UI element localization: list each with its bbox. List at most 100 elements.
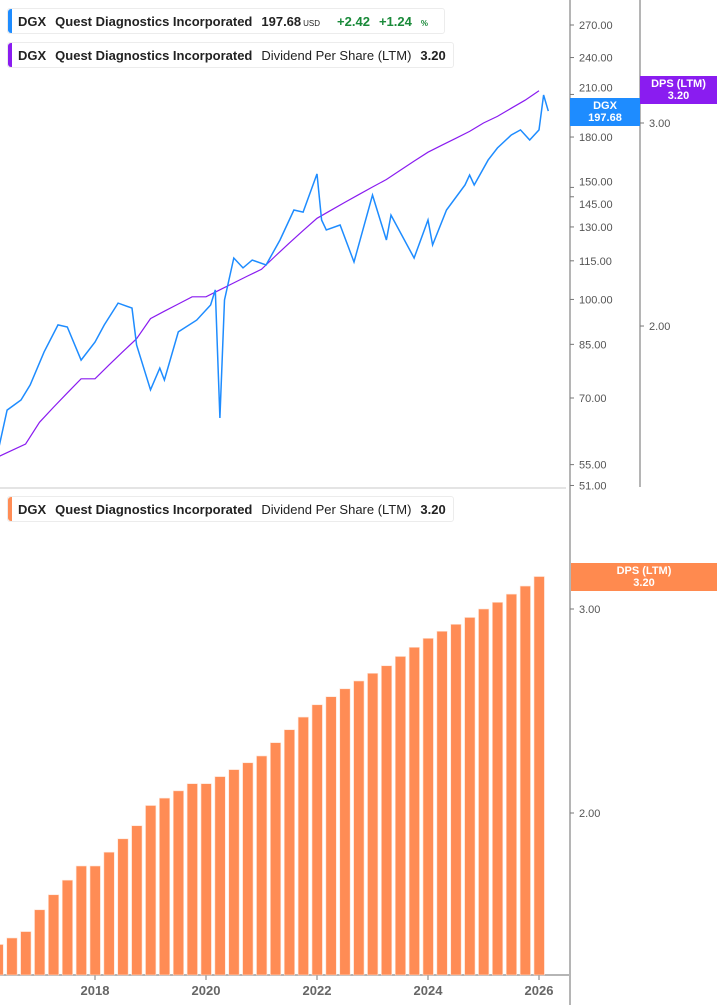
price-tick-label: 150.00 (579, 176, 613, 188)
legend-price: 197.68 (261, 13, 302, 29)
legend-company: Quest Diagnostics Incorporated (55, 501, 253, 517)
price-tick-label: 270.00 (579, 20, 613, 32)
dps-bar (381, 665, 393, 976)
dps-bar (34, 909, 46, 976)
dps-bar (450, 624, 462, 976)
price-tick-label: 70.00 (579, 393, 607, 405)
dps-tag-label: DPS (LTM) (616, 565, 672, 577)
dps-bar (75, 865, 87, 976)
dps-bar (6, 937, 18, 976)
dps-legend-top[interactable]: DGX Quest Diagnostics Incorporated Divid… (7, 42, 454, 68)
price-tick-label: 210.00 (579, 82, 613, 94)
legend-currency: USD (303, 18, 321, 28)
legend-company: Quest Diagnostics Incorporated (55, 47, 253, 63)
x-tick-label: 2024 (414, 983, 444, 998)
dps-bar (283, 729, 295, 976)
legend-color-swatch (8, 43, 12, 67)
dps-bar (533, 576, 545, 976)
price-tick-label: 55.00 (579, 460, 607, 472)
legend-metric: Dividend Per Share (LTM) (261, 501, 412, 517)
legend-change: +2.42 (337, 13, 370, 29)
dps-bars (0, 576, 545, 976)
dps-bar (519, 585, 531, 976)
dps-bar (48, 894, 60, 976)
price-tag: DGX 197.68 (570, 98, 640, 126)
dps-bar (186, 783, 198, 976)
dps-bar (256, 755, 268, 976)
dps-bar (89, 865, 101, 976)
x-tick-label: 2026 (525, 983, 554, 998)
dps-axis-ticks: 3.00 2.00 (640, 118, 670, 333)
dps-bar (20, 931, 32, 976)
dps-bar (311, 704, 323, 976)
dps-bar (367, 673, 379, 976)
dps-bar (505, 593, 517, 976)
legend-pct-sign: % (420, 18, 428, 28)
legend-company: Quest Diagnostics Incorporated (55, 13, 253, 29)
bar-tick-label: 2.00 (579, 808, 600, 820)
dps-bar (172, 790, 184, 976)
dps-bar (159, 797, 171, 976)
legend-color-swatch (8, 497, 12, 521)
dps-bar (325, 696, 337, 976)
dps-tag-top: DPS (LTM) 3.20 (640, 76, 717, 104)
price-tick-label: 85.00 (579, 339, 607, 351)
dps-bar (200, 783, 212, 976)
price-tag-value: 197.68 (588, 112, 622, 124)
dps-bar (270, 742, 282, 976)
price-tick-label: 51.00 (579, 480, 607, 492)
price-tick-label: 145.00 (579, 199, 613, 211)
price-tick-label: 100.00 (579, 294, 613, 306)
dps-bar (353, 680, 365, 976)
x-tick-label: 2020 (192, 983, 221, 998)
legend-color-swatch (8, 9, 12, 33)
dps-legend-bottom[interactable]: DGX Quest Diagnostics Incorporated Divid… (7, 496, 454, 522)
price-tick-label: 180.00 (579, 132, 613, 144)
price-tag-label: DGX (593, 100, 617, 112)
dps-bar (145, 805, 157, 976)
legend-change-pct: +1.24 (378, 13, 412, 29)
dps-bar (492, 602, 504, 976)
dps-bar (394, 656, 406, 976)
bar-axis-ticks: 3.00 2.00 (570, 604, 600, 820)
dps-bar (478, 608, 490, 976)
dps-bar (422, 638, 434, 976)
price-tick-label: 240.00 (579, 53, 613, 65)
price-tick-label: 115.00 (579, 256, 612, 268)
dps-tag-bottom: DPS (LTM) 3.20 (571, 563, 717, 591)
price-legend[interactable]: DGX Quest Diagnostics Incorporated 197.6… (7, 8, 445, 34)
price-tick-label: 130.00 (579, 222, 613, 234)
dps-bar (214, 776, 226, 976)
price-axis-ticks: 270.00 240.00 210.00 180.00 150.00 145.00 130.… (570, 20, 613, 492)
dps-bar (408, 647, 420, 976)
bar-tick-label: 3.00 (579, 604, 600, 616)
legend-ticker: DGX (18, 47, 47, 63)
dps-bar (297, 716, 309, 976)
dps-bar (339, 688, 351, 976)
dps-tag-value: 3.20 (667, 90, 690, 102)
dps-line (0, 90, 540, 457)
dps-tag-value: 3.20 (633, 577, 655, 589)
x-tick-label: 2022 (303, 983, 332, 998)
legend-value: 3.20 (420, 47, 446, 63)
x-axis-ticks: 2018 2020 2022 2024 2026 (81, 975, 554, 998)
legend-value: 3.20 (420, 501, 446, 517)
dps-tick-label: 2.00 (649, 321, 670, 333)
dps-bar (436, 630, 448, 976)
dps-bar (117, 838, 129, 976)
dps-bar (61, 879, 73, 976)
legend-ticker: DGX (18, 13, 47, 29)
x-tick-label: 2018 (81, 983, 110, 998)
dps-tag-label: DPS (LTM) (651, 78, 706, 90)
dps-bar (464, 617, 476, 976)
dps-bar (228, 769, 240, 976)
dps-bar (242, 762, 254, 976)
price-line (0, 94, 550, 446)
dps-bar (103, 851, 115, 976)
dps-bar (0, 944, 4, 976)
legend-metric: Dividend Per Share (LTM) (261, 47, 412, 63)
legend-ticker: DGX (18, 501, 47, 517)
dps-bar (131, 825, 143, 976)
dps-tick-label: 3.00 (649, 118, 670, 130)
